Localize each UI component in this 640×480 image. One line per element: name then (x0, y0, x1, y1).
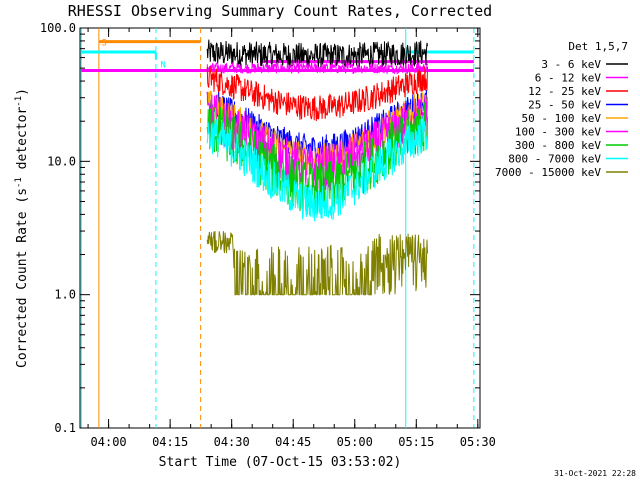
series-line-2 (206, 65, 428, 122)
x-tick-label-5: 05:15 (398, 435, 434, 449)
legend-label-3: 25 - 50 keV (528, 99, 601, 112)
legend-label-0: 3 - 6 keV (541, 58, 601, 71)
series-line-8 (206, 231, 428, 296)
legend-title: Det 1,5,7 (568, 40, 628, 53)
y-tick-label-1: 1.0 (54, 288, 76, 302)
x-tick-label-0: 04:00 (91, 435, 127, 449)
y-axis-label: Corrected Count Rate (s-1 detector-1) (14, 88, 30, 368)
saa-flag-label: S (101, 39, 106, 49)
legend-label-4: 50 - 100 keV (522, 112, 602, 125)
legend-label-7: 800 - 7000 keV (508, 153, 601, 166)
chart-title: RHESSI Observing Summary Count Rates, Co… (68, 2, 492, 20)
y-tick-label-0: 0.1 (54, 421, 76, 435)
series-line-7 (206, 115, 428, 222)
night-flag-label: N (160, 61, 165, 71)
x-tick-label-2: 04:30 (214, 435, 250, 449)
y-tick-label-3: 100.0 (40, 21, 76, 35)
legend-label-5: 100 - 300 keV (515, 126, 601, 139)
series-line-1 (206, 61, 428, 75)
legend-label-8: 7000 - 15000 keV (495, 166, 601, 179)
legend-label-2: 12 - 25 keV (528, 85, 601, 98)
timestamp: 31-Oct-2021 22:28 (554, 469, 636, 478)
x-axis-ticks: 04:00 04:15 04:30 04:45 05:00 05:15 05:30 (87, 28, 496, 449)
legend-label-6: 300 - 800 keV (515, 139, 601, 152)
plot-frame (79, 27, 481, 429)
time-marker-lines (80, 28, 475, 428)
x-tick-label-6: 05:30 (460, 435, 496, 449)
series-layer (206, 39, 428, 296)
y-tick-label-2: 10.0 (47, 154, 76, 168)
legend-label-1: 6 - 12 keV (535, 72, 602, 85)
x-tick-label-4: 05:00 (337, 435, 373, 449)
x-tick-label-1: 04:15 (152, 435, 188, 449)
x-tick-label-3: 04:45 (275, 435, 311, 449)
y-axis-ticks: 0.1 1.0 10.0 100.0 (40, 21, 480, 435)
series-line-0 (206, 39, 428, 69)
x-axis-label: Start Time (07-Oct-15 03:53:02) (159, 455, 402, 470)
series-line-4 (206, 90, 428, 175)
